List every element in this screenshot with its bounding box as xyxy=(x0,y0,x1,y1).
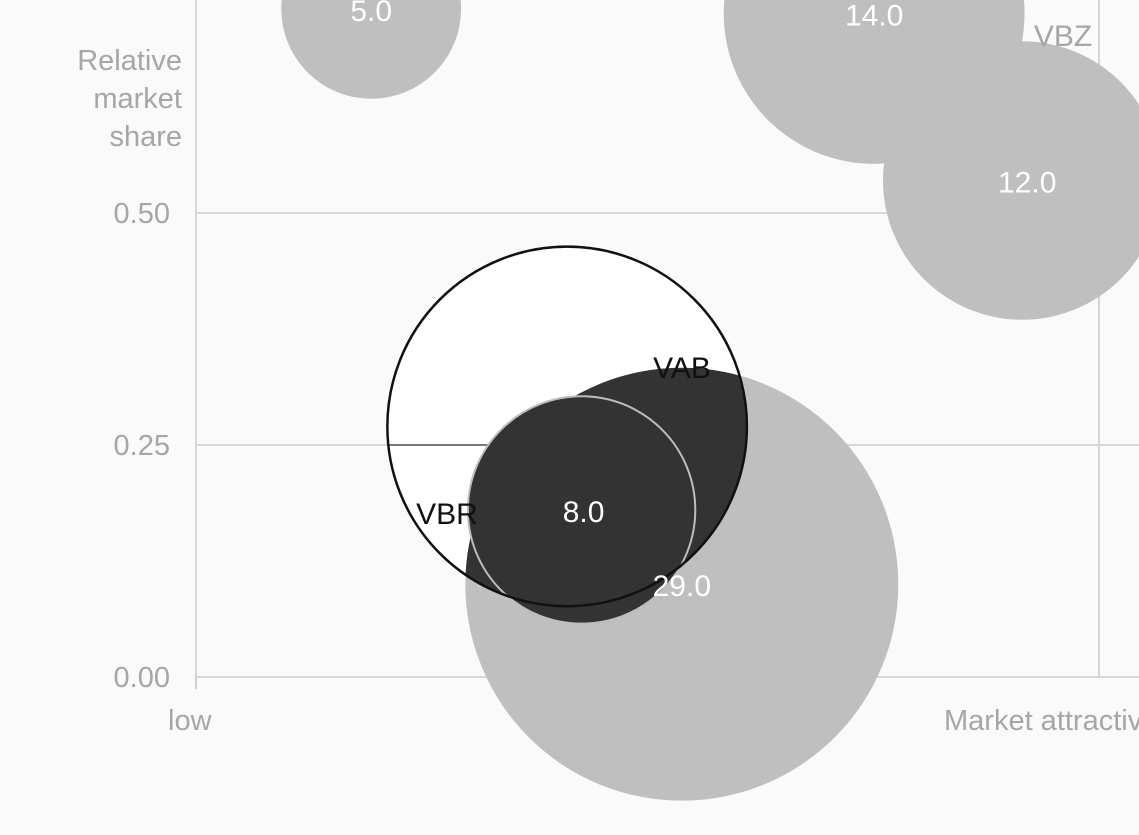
bubble-value-label-b5: 5.0 xyxy=(350,0,392,28)
x-axis-start-label: low xyxy=(168,705,213,737)
bubble-bvbr[interactable] xyxy=(466,395,697,625)
y-axis-title-line: Relative xyxy=(77,45,182,77)
axis-titles: Relative market share low Market attractiv… xyxy=(77,45,1139,737)
y-tick-label-2: 0.50 xyxy=(114,198,170,230)
y-axis-title-line: share xyxy=(109,121,182,153)
y-tick-labels: 0.00 0.25 0.50 xyxy=(114,198,170,694)
bubble-value-label-b29: 29.0 xyxy=(653,570,711,603)
bubbles xyxy=(281,0,1139,801)
y-tick-label-0: 0.00 xyxy=(114,662,170,694)
bubble-value-label-b14: 14.0 xyxy=(845,0,903,32)
y-tick-label-1: 0.25 xyxy=(114,430,170,462)
bubble-value-label-bvbz: 12.0 xyxy=(998,167,1056,200)
bubble-b5[interactable] xyxy=(281,0,462,99)
bubble-name-label-bvbz: VBZ xyxy=(1034,20,1092,53)
bubble-name-label-bvbr: VBR xyxy=(416,498,478,531)
bubble-labels: 5.0 14.0 12.0 29.0 8.0 VBZ VAB VBR xyxy=(350,0,1092,603)
y-axis-title: Relative market share xyxy=(77,45,182,153)
bubble-bvbz[interactable] xyxy=(883,41,1139,320)
x-axis-title: Market attractiveness xyxy=(944,705,1139,737)
bubble-name-label-bvab: VAB xyxy=(653,352,711,385)
y-axis-title-line: market xyxy=(93,83,182,115)
bubble-value-label-bvbr: 8.0 xyxy=(563,496,605,529)
bubble-bvab-outline xyxy=(386,245,749,608)
